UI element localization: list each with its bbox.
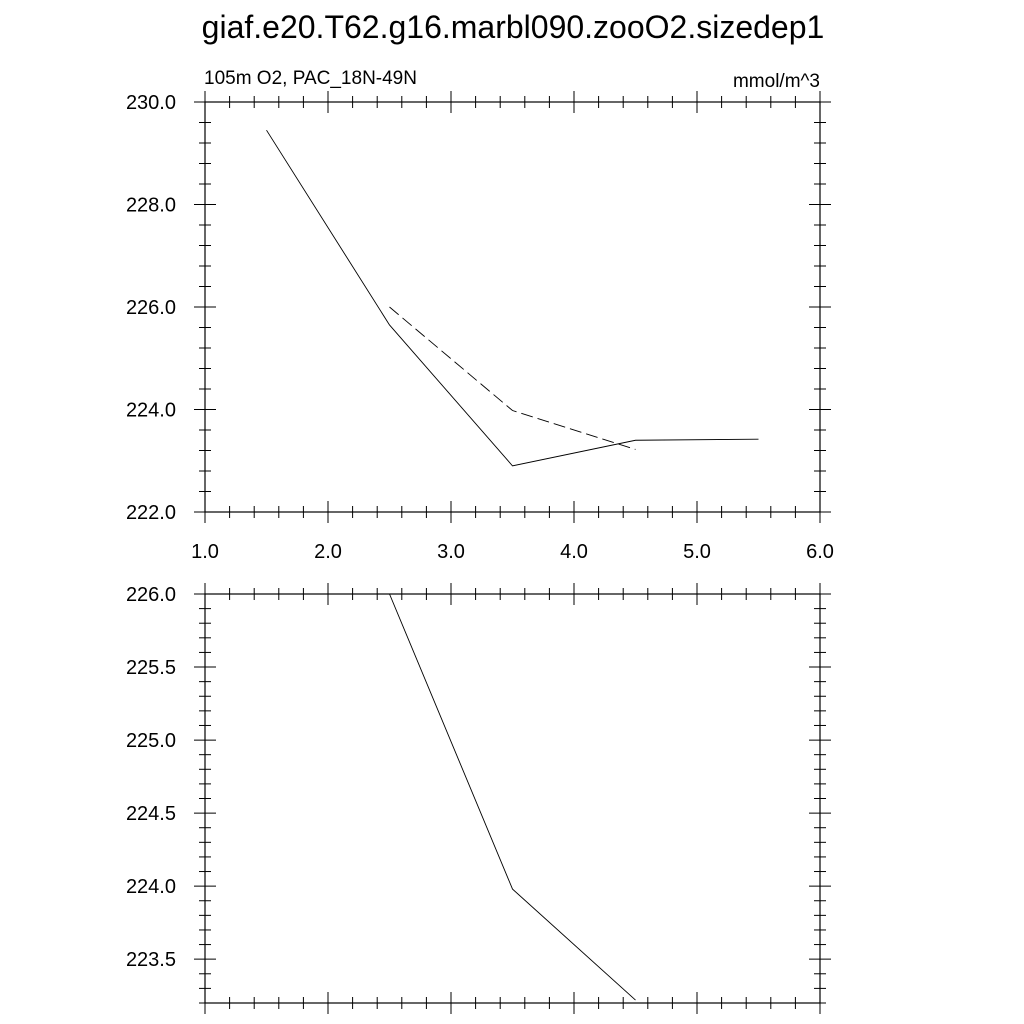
y-tick-label: 226.0 <box>126 584 176 606</box>
y-tick-label: 224.5 <box>126 803 176 825</box>
y-tick-label: 223.5 <box>126 949 176 971</box>
y-tick-label: 230.0 <box>126 92 176 114</box>
x-tick-label: 6.0 <box>806 541 834 563</box>
y-tick-label: 228.0 <box>126 195 176 217</box>
y-tick-label: 226.0 <box>126 297 176 319</box>
solid-series-line <box>266 129 759 467</box>
plot-frame <box>204 593 821 1004</box>
y-tick-label: 224.0 <box>126 400 176 422</box>
x-tick-label: 2.0 <box>314 541 342 563</box>
y-tick-label: 225.0 <box>126 730 176 752</box>
solid-series-line <box>389 594 636 1001</box>
panel-units-label: mmol/m^3 <box>733 71 820 92</box>
x-tick-label: 1.0 <box>191 541 219 563</box>
top-panel: 1.0 2.0 3.0 4.0 5.0 6.0 222.0 224.0 226.0 228.0 23… <box>126 91 834 563</box>
y-tick-label: 225.5 <box>126 657 176 679</box>
x-tick-label: 5.0 <box>683 541 711 563</box>
dashed-series-line <box>389 306 636 450</box>
y-tick-label: 224.0 <box>126 876 176 898</box>
x-tick-label: 3.0 <box>437 541 465 563</box>
bottom-panel: 223.5 224.0 224.5 225.0 225.5 226.0 <box>126 583 831 1014</box>
y-tick-label: 222.0 <box>126 502 176 524</box>
plot-frame <box>204 101 821 513</box>
x-tick-label: 4.0 <box>560 541 588 563</box>
panel-left-label: 105m O2, PAC_18N-49N <box>204 68 417 89</box>
chart-title: giaf.e20.T62.g16.marbl090.zooO2.sizedep1 <box>202 9 825 45</box>
